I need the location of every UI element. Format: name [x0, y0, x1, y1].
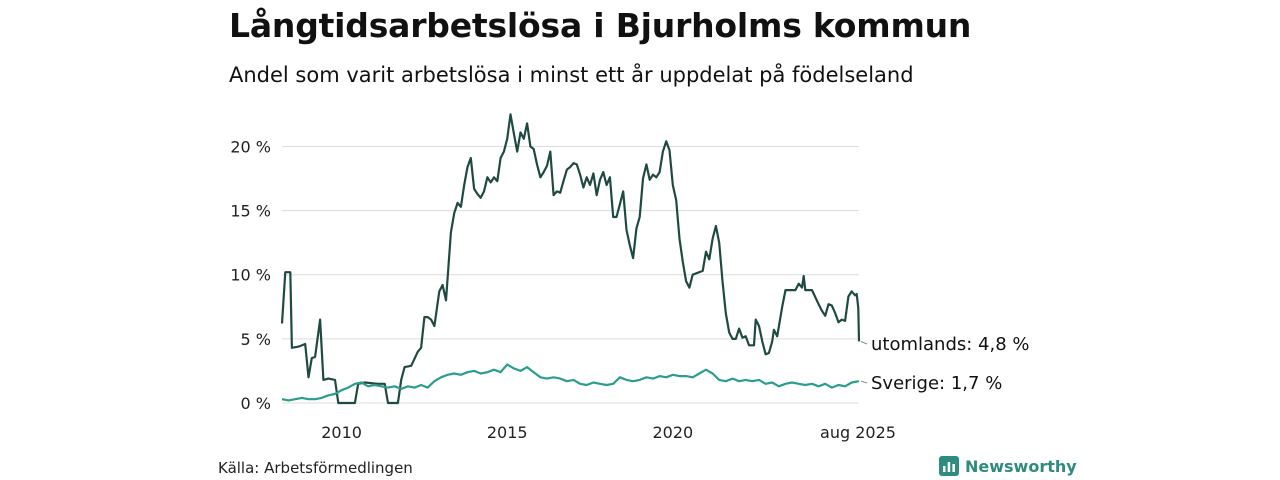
end-label-utomlands: utomlands: 4,8 % [871, 334, 1030, 355]
y-tick-label: 0 % [241, 394, 271, 413]
x-tick-label: aug 2025 [820, 423, 896, 442]
x-tick-label: 2015 [487, 423, 528, 442]
x-tick-label: 2010 [321, 423, 362, 442]
newsworthy-logo-icon [939, 456, 959, 476]
series-line-utomlands [280, 113, 861, 405]
series-line-sverige [281, 363, 860, 402]
chart-title: Långtidsarbetslösa i Bjurholms kommun [229, 6, 972, 45]
x-axis-ticks: 2010 2015 2020 aug 2025 [321, 423, 896, 442]
brand-name: Newsworthy [965, 456, 1077, 476]
end-label-sverige: Sverige: 1,7 % [871, 373, 1002, 394]
brand-logo: Newsworthy [939, 456, 1077, 476]
y-tick-label: 15 % [230, 202, 271, 221]
y-tick-label: 10 % [230, 266, 271, 285]
series-lines [280, 113, 861, 405]
y-axis-ticks: 0 % 5 % 10 % 15 % 20 % [230, 137, 271, 413]
end-label-connector [860, 340, 868, 345]
end-labels: utomlands: 4,8 % Sverige: 1,7 % [860, 334, 1030, 394]
end-label-connector [860, 380, 868, 384]
y-tick-label: 20 % [230, 137, 271, 156]
gridlines [282, 145, 859, 404]
x-tick-label: 2020 [652, 423, 693, 442]
y-tick-label: 5 % [241, 330, 271, 349]
chart-subtitle: Andel som varit arbetslösa i minst ett å… [229, 63, 914, 87]
source-note: Källa: Arbetsförmedlingen [218, 459, 413, 477]
